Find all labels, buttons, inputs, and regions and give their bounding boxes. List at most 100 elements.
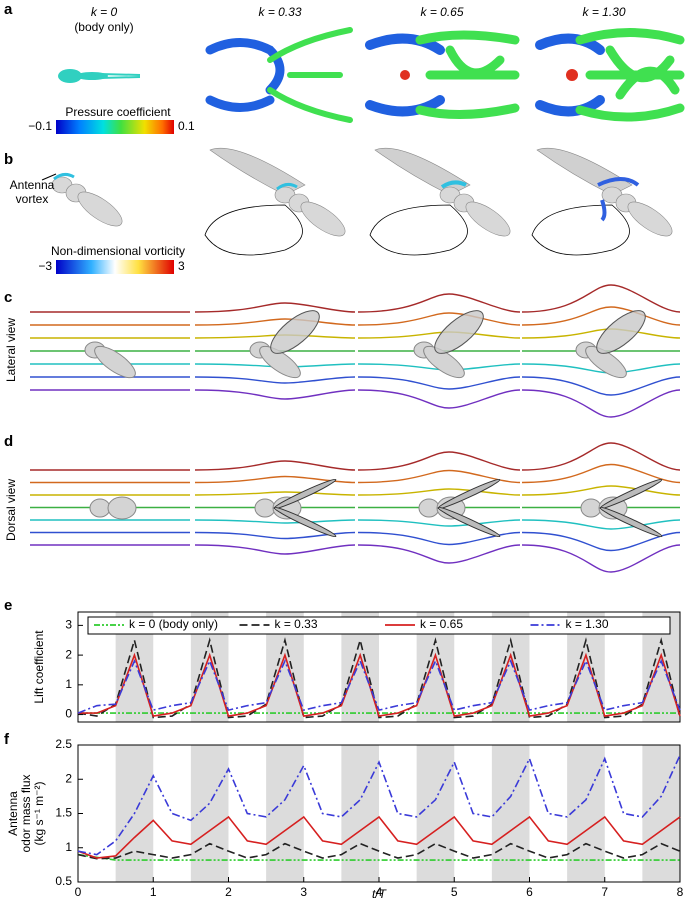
shaded-band xyxy=(642,745,680,882)
x-tick-label: 1 xyxy=(150,885,157,899)
streamline xyxy=(357,519,521,527)
streamline xyxy=(357,312,521,326)
series-line xyxy=(77,853,680,861)
streamline xyxy=(521,519,681,530)
series-line xyxy=(77,754,681,856)
y-tick-label: 1.5 xyxy=(55,806,72,820)
plot-frame xyxy=(77,611,681,723)
streamline xyxy=(194,519,356,524)
y-axis-label: (kg s⁻¹ m⁻²) xyxy=(32,782,46,846)
colorbar-label: Pressure coefficient xyxy=(65,105,171,119)
annotation-arrow xyxy=(41,173,57,181)
series-line xyxy=(77,658,681,714)
column-header: k = 0 xyxy=(91,5,118,19)
y-tick-label: 1 xyxy=(65,840,72,854)
streamline xyxy=(521,463,681,484)
y-tick-label: 2.5 xyxy=(55,737,72,751)
wing xyxy=(599,478,663,510)
streamline xyxy=(357,488,521,496)
wing xyxy=(599,506,663,538)
column-subheader: (body only) xyxy=(74,20,133,34)
streamline xyxy=(521,376,681,396)
streamline xyxy=(521,389,681,418)
legend-label: k = 0.65 xyxy=(420,617,463,631)
streamline xyxy=(357,389,521,409)
y-tick-label: 2 xyxy=(65,771,72,785)
colorbar-max: 0.1 xyxy=(178,119,195,133)
streamline xyxy=(521,485,681,496)
wing xyxy=(434,310,484,354)
y-tick-label: 1 xyxy=(65,677,72,691)
colorbar-min: −3 xyxy=(38,259,52,273)
shaded-band xyxy=(491,745,530,882)
charts: 0 1 2 3 Lift coefficient k = 0 (body only) k =… xyxy=(6,611,684,901)
series-line xyxy=(78,652,681,717)
legend-label: k = 0.33 xyxy=(275,617,318,631)
streamline xyxy=(194,460,356,471)
wing xyxy=(596,310,646,354)
colorbar xyxy=(56,120,174,134)
y-tick-label: 0 xyxy=(65,707,72,721)
streamline xyxy=(357,376,521,390)
streamline xyxy=(357,293,521,313)
streamline xyxy=(194,491,356,496)
annotation: Antenna xyxy=(10,178,55,192)
x-tick-label: 8 xyxy=(677,885,684,899)
shaded-band xyxy=(341,745,379,882)
insect-render xyxy=(51,147,673,256)
insect-body xyxy=(107,496,137,520)
insect-body xyxy=(254,498,276,518)
insect-body xyxy=(94,345,136,379)
colorbar-max: 3 xyxy=(178,259,185,273)
insect-body xyxy=(259,345,301,379)
streamline xyxy=(521,284,681,313)
streamline xyxy=(521,544,681,573)
series-line xyxy=(77,637,681,719)
streamlines xyxy=(29,284,681,573)
body-render xyxy=(58,69,141,83)
shaded-band xyxy=(266,745,304,882)
x-tick-label: 5 xyxy=(451,885,458,899)
x-tick-label: 4 xyxy=(376,885,383,899)
streamline xyxy=(194,302,356,313)
shaded-band xyxy=(567,745,605,882)
y-axis-label: Lift coefficient xyxy=(32,630,46,704)
column-header: k = 0.65 xyxy=(420,5,463,19)
streamline xyxy=(194,318,356,326)
x-tick-label: 6 xyxy=(526,885,533,899)
colorbar xyxy=(56,260,174,274)
colorbar-label: Non-dimensional vorticity xyxy=(51,244,185,258)
x-axis-label: t/T xyxy=(372,887,388,901)
y-axis-label: odor mass flux xyxy=(19,774,33,852)
x-tick-label: 7 xyxy=(601,885,608,899)
insect-body xyxy=(580,498,602,518)
row-label: Lateral view xyxy=(4,318,18,382)
wing xyxy=(437,506,501,538)
shaded-band xyxy=(190,745,229,882)
insect-body xyxy=(89,498,111,518)
vortex-render xyxy=(205,27,685,123)
legend-label: k = 0 (body only) xyxy=(129,617,218,631)
row-label: Dorsal view xyxy=(4,479,18,541)
x-tick-label: 0 xyxy=(75,885,82,899)
streamline xyxy=(521,442,681,471)
y-tick-label: 3 xyxy=(65,618,72,632)
legend-box xyxy=(87,616,671,635)
shaded-band xyxy=(416,745,455,882)
panel-label: d xyxy=(4,433,13,450)
y-tick-label: 2 xyxy=(65,647,72,661)
wing xyxy=(437,478,501,510)
annotation: vortex xyxy=(16,192,49,206)
streamline xyxy=(357,544,521,564)
insect-body xyxy=(423,345,465,379)
panel-label: c xyxy=(4,289,12,306)
insect-body xyxy=(585,345,627,379)
streamline xyxy=(194,389,356,400)
y-axis-label: Antenna xyxy=(6,791,20,836)
streamline xyxy=(521,306,681,326)
series-line xyxy=(77,842,681,860)
x-tick-label: 3 xyxy=(300,885,307,899)
column-header: k = 1.30 xyxy=(582,5,625,19)
panel-label: f xyxy=(4,731,10,748)
